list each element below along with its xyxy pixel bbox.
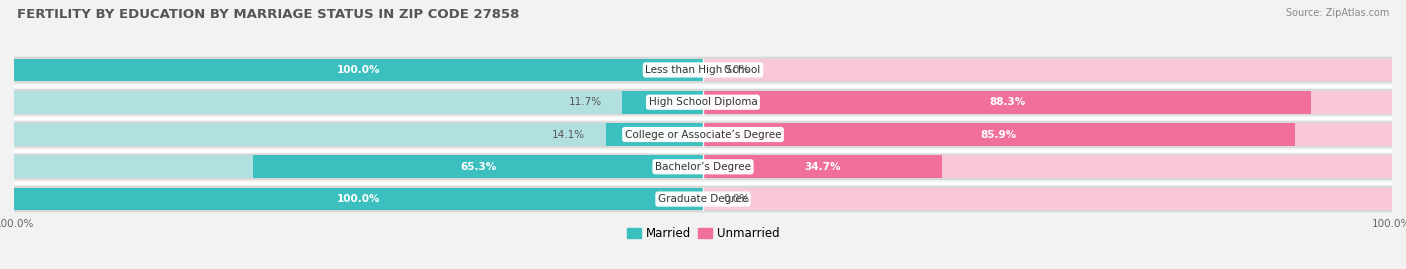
Text: 34.7%: 34.7% <box>804 162 841 172</box>
Bar <box>14 155 703 178</box>
Bar <box>703 188 1392 210</box>
Bar <box>703 59 1392 81</box>
Text: 88.3%: 88.3% <box>988 97 1025 107</box>
Bar <box>703 123 1392 146</box>
Text: 0.0%: 0.0% <box>724 65 749 75</box>
Text: Source: ZipAtlas.com: Source: ZipAtlas.com <box>1285 8 1389 18</box>
FancyBboxPatch shape <box>0 89 1406 115</box>
Bar <box>14 59 703 81</box>
Bar <box>14 123 703 146</box>
FancyBboxPatch shape <box>0 154 1406 180</box>
Bar <box>14 188 703 210</box>
Text: 14.1%: 14.1% <box>553 129 585 140</box>
Text: 65.3%: 65.3% <box>460 162 496 172</box>
Text: 85.9%: 85.9% <box>981 129 1017 140</box>
Text: High School Diploma: High School Diploma <box>648 97 758 107</box>
Text: 100.0%: 100.0% <box>337 65 380 75</box>
FancyBboxPatch shape <box>0 121 1406 148</box>
Bar <box>253 155 703 178</box>
Bar <box>14 59 703 81</box>
Text: College or Associate’s Degree: College or Associate’s Degree <box>624 129 782 140</box>
Bar <box>703 123 1295 146</box>
FancyBboxPatch shape <box>0 186 1406 212</box>
Text: FERTILITY BY EDUCATION BY MARRIAGE STATUS IN ZIP CODE 27858: FERTILITY BY EDUCATION BY MARRIAGE STATU… <box>17 8 519 21</box>
Bar <box>703 155 1392 178</box>
Text: 11.7%: 11.7% <box>568 97 602 107</box>
Bar <box>703 155 942 178</box>
Bar <box>703 91 1392 114</box>
Text: Less than High School: Less than High School <box>645 65 761 75</box>
Text: Graduate Degree: Graduate Degree <box>658 194 748 204</box>
Text: Bachelor’s Degree: Bachelor’s Degree <box>655 162 751 172</box>
Bar <box>623 91 703 114</box>
Bar <box>606 123 703 146</box>
Bar <box>14 188 703 210</box>
Bar <box>703 91 1312 114</box>
Bar <box>14 91 703 114</box>
Text: 100.0%: 100.0% <box>337 194 380 204</box>
FancyBboxPatch shape <box>0 57 1406 83</box>
Text: 0.0%: 0.0% <box>724 194 749 204</box>
Legend: Married, Unmarried: Married, Unmarried <box>621 222 785 245</box>
